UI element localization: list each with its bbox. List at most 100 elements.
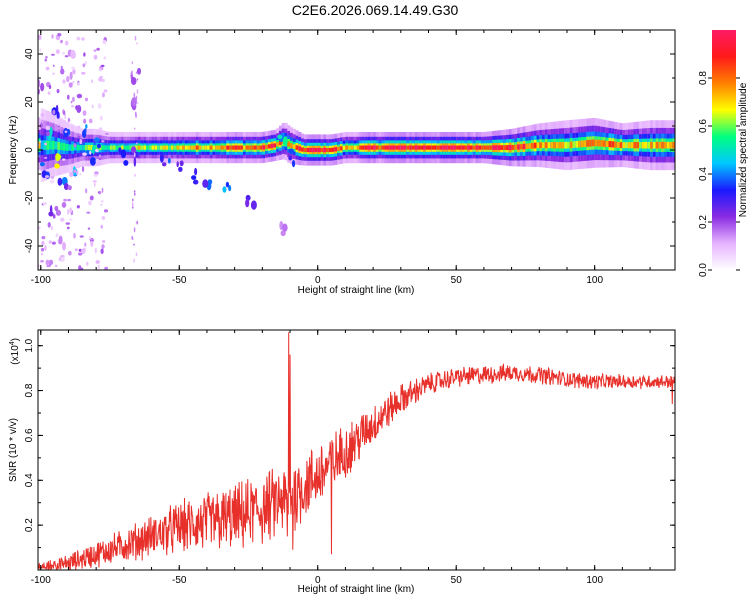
ridge-cell (544, 142, 548, 149)
spectral-blob (118, 147, 122, 154)
noise-speckle (133, 192, 136, 196)
ridge-cell (87, 145, 92, 151)
spectral-blob (62, 241, 66, 251)
spectral-blob (192, 179, 199, 185)
ridge-cell (342, 145, 346, 150)
noise-speckle (77, 252, 83, 256)
ridge-cell (536, 142, 540, 149)
ridge-cell (38, 141, 42, 149)
ridge-cell (611, 141, 615, 148)
noise-speckle (46, 265, 50, 268)
x-tick-label: -100 (31, 575, 51, 586)
ridge-cell (215, 145, 219, 150)
noise-speckle (64, 40, 69, 46)
y-tick-label: -40 (24, 238, 35, 253)
noise-speckle (131, 202, 134, 207)
noise-speckle (59, 126, 63, 130)
noise-speckle (52, 109, 56, 115)
noise-speckle (67, 117, 71, 123)
snr-y-ticks: 0.2 0.4 0.6 0.8 1.0 (24, 338, 675, 549)
ridge-cell (616, 141, 621, 148)
ridge-cell (140, 145, 144, 150)
noise-speckle (67, 209, 70, 215)
noise-speckle (44, 245, 47, 251)
ridge-cell (256, 145, 260, 150)
noise-speckle (38, 34, 42, 40)
spectral-blob (40, 82, 45, 92)
y-tick-label: 1.0 (24, 338, 35, 352)
ridge-cell (218, 145, 222, 150)
snr-y-axis-label: SNR (10 * v/v) (8, 418, 19, 482)
noise-speckle (136, 220, 139, 225)
ridge-cell (494, 145, 499, 150)
ridge-cell (143, 145, 147, 150)
ridge-cell (641, 141, 645, 149)
ridge-cell (663, 141, 668, 149)
noise-speckle (89, 150, 92, 155)
ridge-cell (508, 145, 512, 151)
noise-speckle (104, 132, 109, 135)
noise-speckle (72, 69, 76, 75)
spectral-blob (69, 71, 73, 80)
ridge-cell (589, 139, 593, 147)
ridge-cell (503, 145, 507, 151)
ridge-cell (636, 142, 640, 149)
x-tick-label: -100 (31, 275, 51, 286)
noise-speckle (68, 250, 72, 256)
ridge-cell (461, 145, 465, 150)
ridge-cell (591, 139, 596, 147)
spectral-blob (123, 160, 129, 166)
colorbar-tick-label: 0.2 (698, 215, 709, 229)
ridge-cell (223, 145, 227, 150)
ridge-cell (337, 146, 341, 151)
spectral-blob (134, 152, 139, 158)
colorbar-ticks: 0.0 0.2 0.4 0.6 0.8 (698, 71, 740, 277)
noise-speckle (46, 131, 50, 137)
ridge-cell (54, 141, 58, 150)
x-tick-label: 0 (315, 275, 321, 286)
ridge-cell (46, 140, 50, 150)
ridge-cell (569, 141, 573, 149)
ridge-cell (82, 145, 86, 151)
noise-speckle (83, 52, 86, 57)
ridge-cell (417, 145, 421, 150)
colorbar-tick-label: 0.0 (698, 263, 709, 277)
noise-speckle (60, 217, 65, 222)
ridge-cell (40, 140, 44, 151)
noise-speckle (87, 227, 91, 230)
spectral-blob (55, 153, 61, 162)
ridge-cell (445, 145, 449, 150)
noise-speckle (48, 240, 52, 244)
noise-speckle (57, 33, 62, 37)
noise-speckle (133, 92, 136, 98)
ridge-cell (85, 145, 89, 151)
ridge-cell (242, 145, 247, 150)
ridge-cell (625, 142, 629, 149)
ridge-cell (151, 145, 155, 150)
ridge-cell (104, 145, 108, 150)
noise-speckle (98, 154, 102, 158)
noise-speckle (42, 202, 48, 206)
ridge-cell (650, 141, 654, 149)
noise-speckle (97, 103, 102, 109)
ridge-cell (384, 145, 388, 150)
ridge-cell (71, 144, 75, 151)
spectrogram-heatmap (38, 33, 675, 270)
noise-speckle (64, 55, 69, 58)
noise-speckle (80, 267, 84, 270)
ridge-cell (431, 145, 435, 150)
ridge-cell (126, 145, 130, 150)
noise-speckle (50, 179, 55, 184)
noise-speckle (50, 176, 55, 179)
spectral-blob (120, 149, 127, 159)
noise-speckle (136, 89, 139, 94)
noise-speckle (101, 187, 104, 193)
ridge-cell (669, 141, 673, 149)
spectral-blob (96, 143, 102, 149)
ridge-cell (165, 145, 169, 150)
noise-speckle (60, 255, 65, 258)
ridge-cell (489, 145, 493, 150)
noise-speckle (51, 226, 53, 231)
ridge-cell (137, 145, 141, 150)
noise-speckle (89, 195, 94, 201)
